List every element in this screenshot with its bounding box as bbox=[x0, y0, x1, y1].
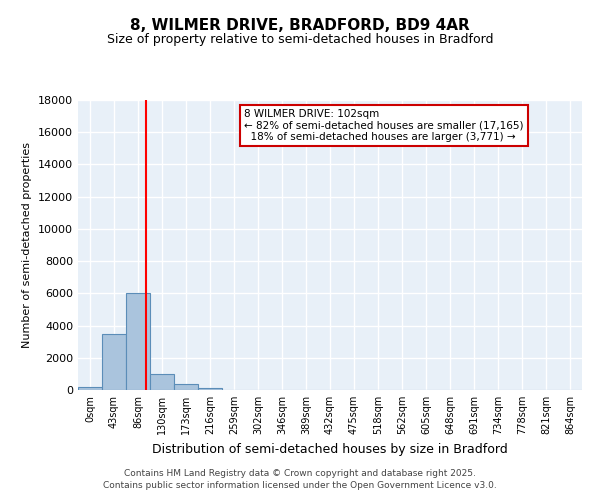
Bar bbox=[198, 388, 222, 390]
Bar bbox=[78, 387, 102, 390]
Bar bbox=[150, 374, 174, 390]
Text: Contains HM Land Registry data © Crown copyright and database right 2025.: Contains HM Land Registry data © Crown c… bbox=[124, 468, 476, 477]
Bar bbox=[102, 334, 126, 390]
Text: 8, WILMER DRIVE, BRADFORD, BD9 4AR: 8, WILMER DRIVE, BRADFORD, BD9 4AR bbox=[130, 18, 470, 32]
Text: Contains public sector information licensed under the Open Government Licence v3: Contains public sector information licen… bbox=[103, 481, 497, 490]
X-axis label: Distribution of semi-detached houses by size in Bradford: Distribution of semi-detached houses by … bbox=[152, 442, 508, 456]
Text: 8 WILMER DRIVE: 102sqm
← 82% of semi-detached houses are smaller (17,165)
  18% : 8 WILMER DRIVE: 102sqm ← 82% of semi-det… bbox=[244, 108, 524, 142]
Bar bbox=[126, 294, 150, 390]
Bar bbox=[174, 384, 198, 390]
Text: Size of property relative to semi-detached houses in Bradford: Size of property relative to semi-detach… bbox=[107, 32, 493, 46]
Y-axis label: Number of semi-detached properties: Number of semi-detached properties bbox=[22, 142, 32, 348]
